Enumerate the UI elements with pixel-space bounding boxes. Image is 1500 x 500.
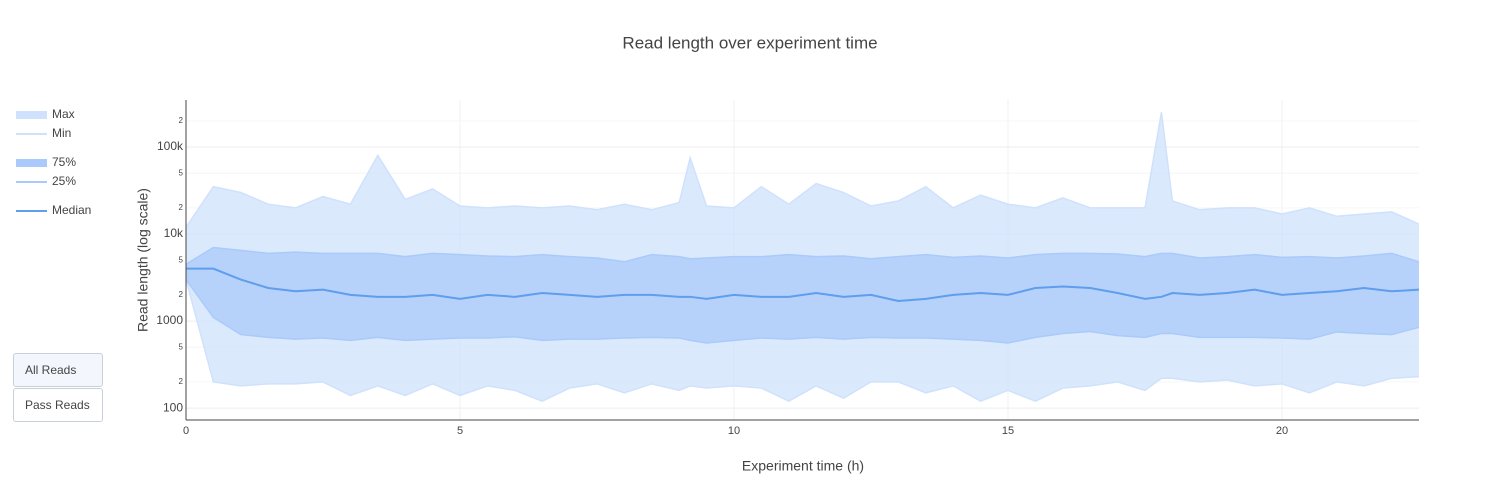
x-tick-label: 10 <box>728 425 740 437</box>
y-tick-label: 5 <box>179 342 184 351</box>
y-tick-label: 2 <box>179 377 184 386</box>
y-tick-label: 2 <box>179 203 184 212</box>
x-tick-label: 20 <box>1276 425 1288 437</box>
chart-title: Read length over experiment time <box>622 33 877 52</box>
y-tick-label: 5 <box>179 255 184 264</box>
pass-reads-button[interactable]: Pass Reads <box>13 388 103 422</box>
y-tick-label: 1000 <box>156 313 183 327</box>
y-tick-label: 100 <box>163 400 183 414</box>
y-tick-label: 5 <box>179 168 184 177</box>
x-tick-label: 5 <box>457 425 463 437</box>
series-line <box>185 112 1420 228</box>
all-reads-button[interactable]: All Reads <box>13 353 103 387</box>
series-line <box>186 267 1420 303</box>
y-tick-label: 100k <box>157 139 184 153</box>
series-line <box>185 279 1420 403</box>
legend-label: Median <box>52 203 91 217</box>
legend-label: Min <box>52 126 71 140</box>
series-line <box>185 279 1420 344</box>
legend-label: Max <box>52 107 75 121</box>
legend-label: 75% <box>52 155 76 169</box>
y-axis-title: Read length (log scale) <box>135 188 151 332</box>
x-tick-label: 15 <box>1002 425 1014 437</box>
y-tick-label: 2 <box>179 290 184 299</box>
legend-label: 25% <box>52 174 76 188</box>
y-tick-label: 10k <box>164 226 184 240</box>
y-tick-label: 2 <box>179 116 184 125</box>
x-tick-label: 0 <box>183 425 189 437</box>
x-axis-title: Experiment time (h) <box>742 458 864 474</box>
series-line <box>185 246 1420 265</box>
